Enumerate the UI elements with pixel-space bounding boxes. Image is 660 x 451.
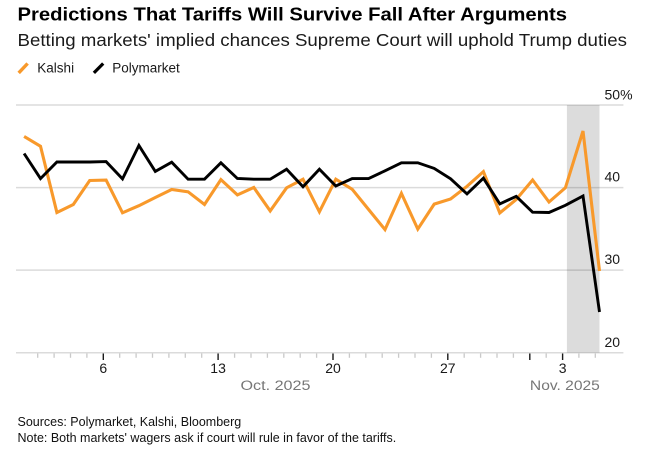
svg-text:Nov. 2025: Nov. 2025 bbox=[530, 378, 600, 393]
svg-text:13: 13 bbox=[210, 360, 226, 376]
svg-text:Oct. 2025: Oct. 2025 bbox=[241, 378, 311, 393]
svg-text:Note: Both markets' wagers ask: Note: Both markets' wagers ask if court … bbox=[18, 431, 397, 445]
svg-text:6: 6 bbox=[99, 360, 107, 376]
svg-text:Predictions That Tariffs Will: Predictions That Tariffs Will Survive Fa… bbox=[18, 3, 568, 24]
svg-text:Kalshi: Kalshi bbox=[37, 60, 74, 75]
svg-text:30: 30 bbox=[605, 251, 621, 267]
svg-text:20: 20 bbox=[325, 360, 341, 376]
svg-text:20: 20 bbox=[605, 334, 621, 350]
svg-text:40: 40 bbox=[605, 169, 621, 185]
svg-text:Sources: Polymarket, Kalshi, B: Sources: Polymarket, Kalshi, Bloomberg bbox=[18, 415, 242, 429]
svg-text:50%: 50% bbox=[605, 87, 633, 103]
svg-text:Polymarket: Polymarket bbox=[112, 60, 180, 75]
svg-text:3: 3 bbox=[559, 360, 567, 376]
svg-text:27: 27 bbox=[440, 360, 456, 376]
svg-text:Betting markets' implied chanc: Betting markets' implied chances Supreme… bbox=[18, 30, 628, 50]
